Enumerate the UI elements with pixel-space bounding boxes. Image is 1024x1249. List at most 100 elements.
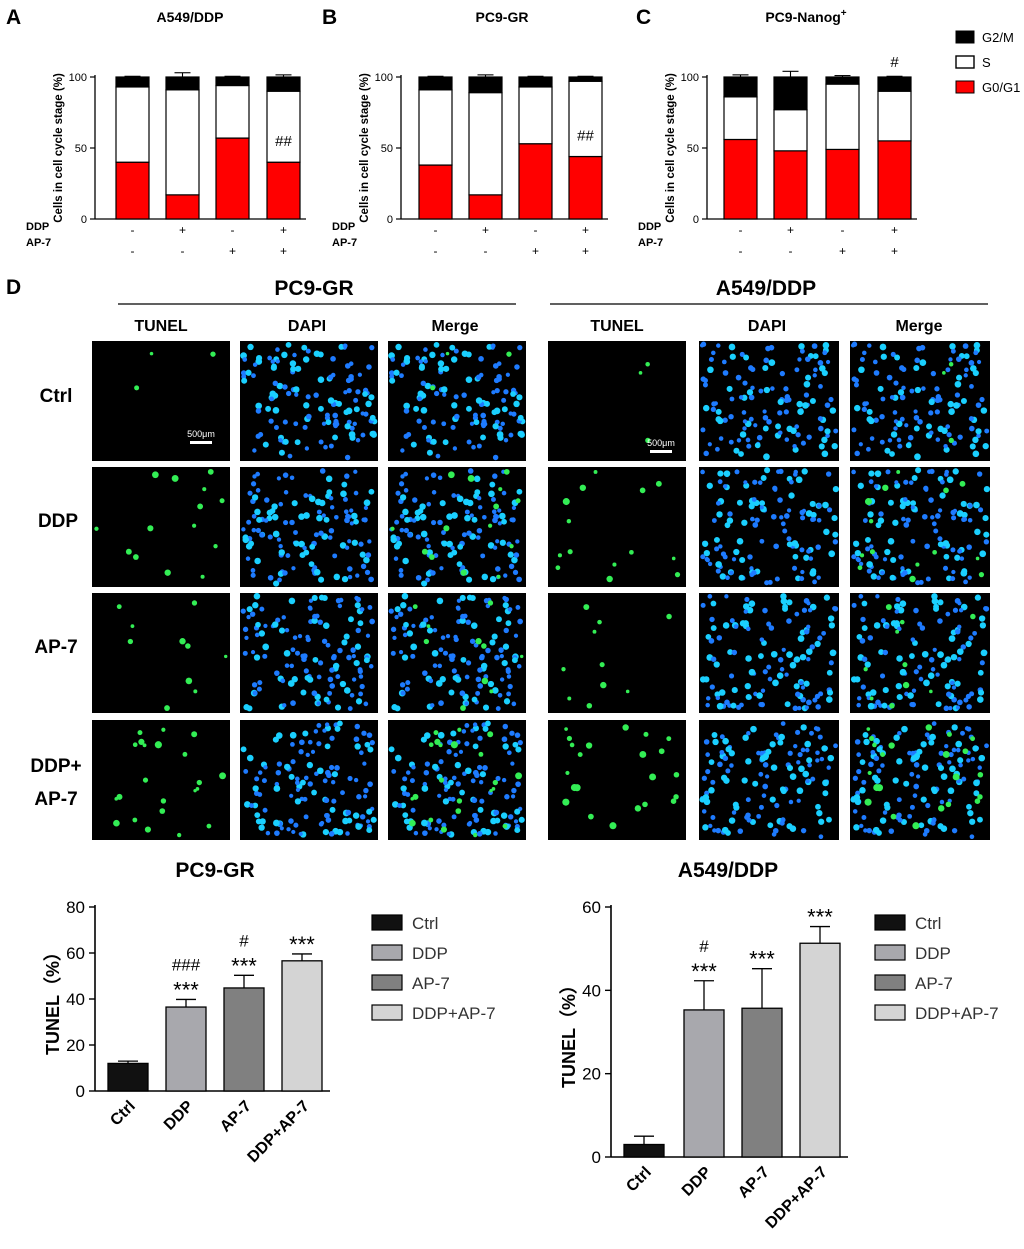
- treatment-ddp-sign: +: [891, 223, 898, 237]
- y-tick-label: 20: [582, 1065, 601, 1084]
- nucleus-dot: [469, 421, 475, 426]
- nucleus-dot: [806, 699, 812, 706]
- nucleus-dot: [402, 812, 409, 819]
- nucleus-dot: [825, 471, 832, 477]
- nucleus-dot: [344, 423, 351, 430]
- nucleus-dot: [800, 827, 807, 834]
- scale-bar-label: 500μm: [647, 438, 675, 448]
- nucleus-dot: [358, 750, 364, 756]
- nucleus-dot: [873, 755, 880, 762]
- nucleus-dot: [827, 689, 834, 696]
- nucleus-dot: [911, 688, 917, 693]
- y-tick-label: 0: [387, 214, 393, 226]
- nucleus-dot: [342, 817, 349, 825]
- nucleus-dot: [301, 653, 308, 659]
- nucleus-dot: [363, 499, 371, 507]
- nucleus-dot: [477, 667, 483, 673]
- nucleus-dot: [258, 431, 264, 438]
- nucleus-dot: [263, 765, 268, 770]
- nucleus-dot: [363, 411, 369, 417]
- nucleus-dot: [289, 360, 297, 367]
- nucleus-dot: [851, 469, 856, 475]
- nucleus-dot: [466, 594, 473, 601]
- nucleus-dot: [897, 731, 902, 736]
- nucleus-dot: [303, 549, 310, 556]
- nucleus-dot: [786, 823, 793, 830]
- nucleus-dot: [317, 376, 325, 383]
- nucleus-dot: [726, 385, 733, 392]
- nucleus-dot: [887, 537, 895, 545]
- tunel-dot: [674, 572, 681, 578]
- x-tick-label: DDP: [679, 1164, 715, 1200]
- nucleus-dot: [702, 824, 709, 831]
- nucleus-dot: [715, 695, 720, 701]
- nucleus-dot: [722, 737, 729, 745]
- nucleus-dot: [274, 830, 280, 836]
- tunel-dot: [193, 788, 197, 793]
- nucleus-dot: [809, 730, 814, 736]
- nucleus-dot: [511, 787, 517, 794]
- tunel-dot: [639, 751, 647, 758]
- nucleus-dot: [350, 647, 356, 653]
- nucleus-dot: [946, 432, 952, 438]
- nucleus-dot: [773, 543, 779, 550]
- tunel-dot: [114, 797, 119, 801]
- tunel-dot: [450, 741, 458, 749]
- nucleus-dot: [908, 480, 914, 485]
- y-tick-label: 100: [375, 72, 393, 84]
- nucleus-dot: [795, 476, 803, 484]
- tunel-dot: [569, 742, 575, 748]
- nucleus-dot: [774, 802, 780, 809]
- nucleus-dot: [516, 576, 522, 583]
- nucleus-dot: [458, 749, 464, 754]
- row-label-combo-line: AP-7: [34, 789, 77, 810]
- nucleus-dot: [762, 414, 769, 421]
- nucleus-dot: [741, 519, 748, 526]
- nucleus-dot: [851, 554, 857, 560]
- nucleus-dot: [865, 546, 871, 552]
- nucleus-dot: [818, 425, 824, 432]
- nucleus-dot: [280, 678, 286, 684]
- nucleus-dot: [772, 679, 779, 687]
- nucleus-dot: [410, 807, 416, 813]
- nucleus-dot: [255, 408, 262, 414]
- nucleus-dot: [495, 539, 500, 544]
- nucleus-dot: [369, 739, 375, 746]
- nucleus-dot: [267, 355, 273, 361]
- bar-segment-s: [568, 80, 603, 158]
- nucleus-dot: [818, 818, 825, 825]
- nucleus-dot: [859, 759, 866, 765]
- nucleus-dot: [867, 417, 875, 425]
- nucleus-dot: [405, 770, 411, 775]
- nucleus-dot: [786, 651, 793, 659]
- nucleus-dot: [979, 396, 985, 403]
- nucleus-dot: [746, 443, 752, 449]
- nucleus-dot: [859, 357, 865, 363]
- y-tick-label: 100: [681, 72, 699, 84]
- nucleus-dot: [390, 650, 396, 656]
- nucleus-dot: [313, 568, 321, 576]
- nucleus-dot: [897, 443, 903, 449]
- nucleus-dot: [876, 746, 883, 753]
- x-tick-label: Ctrl: [107, 1098, 139, 1130]
- nucleus-dot: [325, 817, 332, 823]
- tunel-dot: [899, 619, 905, 625]
- nucleus-dot: [517, 739, 523, 746]
- nucleus-dot: [263, 623, 268, 628]
- tunel-dot: [638, 371, 643, 375]
- tunel-dot: [154, 741, 162, 749]
- nucleus-dot: [809, 397, 816, 404]
- tunel-dot: [970, 736, 976, 742]
- microscopy-tile-dapi: [240, 467, 378, 587]
- nucleus-dot: [283, 763, 291, 771]
- tunel-dot: [475, 638, 482, 645]
- nucleus-dot: [738, 395, 744, 400]
- nucleus-dot: [332, 434, 338, 441]
- bar-segment-g0g1: [418, 164, 453, 220]
- nucleus-dot: [894, 354, 901, 361]
- nucleus-dot: [718, 436, 724, 441]
- nucleus-dot: [748, 600, 756, 608]
- nucleus-dot: [435, 453, 441, 459]
- nucleus-dot: [914, 453, 921, 461]
- nucleus-dot: [424, 476, 430, 481]
